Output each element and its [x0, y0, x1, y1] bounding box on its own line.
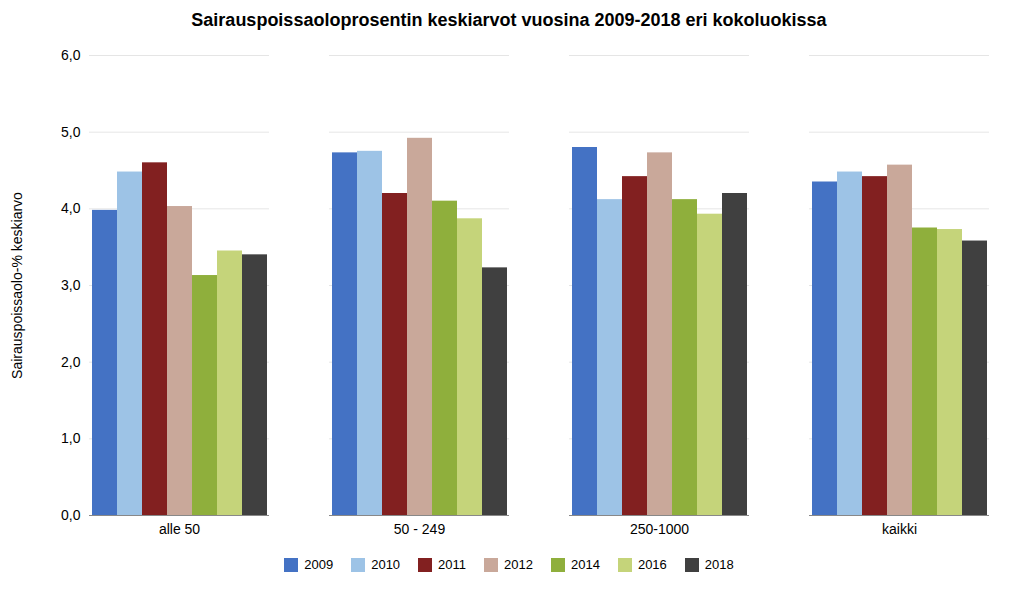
- svg-text:2,0: 2,0: [61, 354, 81, 370]
- svg-text:50 - 249: 50 - 249: [394, 521, 446, 537]
- html-text:2016: 2016: [637, 557, 667, 572]
- svg-text:4,0: 4,0: [61, 200, 81, 216]
- svg-text:0,0: 0,0: [61, 507, 81, 523]
- svg-text:Sairauspoissaolo-% keskiarvo: Sairauspoissaolo-% keskiarvo: [9, 192, 25, 379]
- svg-text:250-1000: 250-1000: [630, 521, 689, 537]
- html-text:Sairauspoissaoloprosentin kesk: Sairauspoissaoloprosentin keskiarvot vuo…: [191, 10, 827, 30]
- html-text:2010: 2010: [371, 557, 401, 572]
- svg-text:alle 50: alle 50: [159, 521, 200, 537]
- svg-text:1,0: 1,0: [61, 430, 81, 446]
- html-text:2011: 2011: [438, 557, 467, 572]
- html-text:2009: 2009: [304, 557, 334, 572]
- html-text:2018: 2018: [704, 557, 734, 572]
- svg-text:6,0: 6,0: [61, 47, 81, 63]
- svg-text:kaikki: kaikki: [882, 521, 917, 537]
- svg-text:3,0: 3,0: [61, 277, 81, 293]
- svg-text:5,0: 5,0: [61, 124, 81, 140]
- html-text:2012: 2012: [504, 557, 533, 572]
- html-text:2014: 2014: [571, 557, 600, 572]
